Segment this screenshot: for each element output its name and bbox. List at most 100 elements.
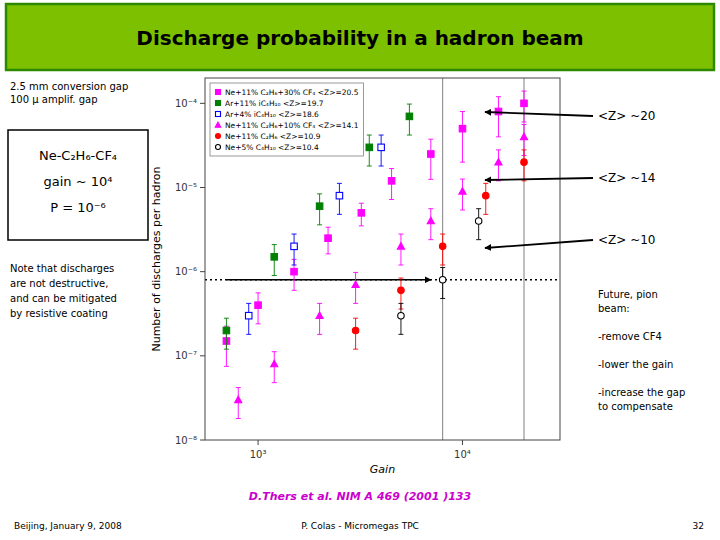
text-line: -lower the gain xyxy=(598,359,673,370)
text-line: to compensate xyxy=(598,401,673,412)
y-axis-label: Number of discharges per hadron xyxy=(150,166,163,351)
data-point xyxy=(271,360,278,367)
chart-canvas: Discharge probability in a hadron beam 2.… xyxy=(0,0,720,540)
error-bar xyxy=(359,203,364,226)
legend-label: Ar+11% iC₄H₁₀ <Z>=19.7 xyxy=(225,99,324,108)
legend-label: Ar+4% iC₄H₁₀ <Z>=18.6 xyxy=(225,110,319,119)
text-line: by resistive coating xyxy=(10,308,108,319)
error-bar xyxy=(326,227,331,254)
data-point xyxy=(291,268,298,275)
y-tick-label: 10⁻⁴ xyxy=(175,98,197,109)
error-bar xyxy=(522,150,527,181)
text-line: beam: xyxy=(598,303,630,314)
series xyxy=(223,91,527,366)
data-point xyxy=(439,277,446,284)
text-line: Note that discharges xyxy=(10,263,114,274)
data-point xyxy=(291,243,298,250)
data-point xyxy=(397,243,404,250)
data-point xyxy=(245,312,252,319)
legend-label: Ne+11% C₂H₆+10% CF₄ <Z>=14.1 xyxy=(225,121,359,130)
text-line: -remove CF4 xyxy=(598,331,662,342)
y-tick-label: 10⁻⁸ xyxy=(175,435,197,446)
data-point xyxy=(428,151,435,158)
z-annotation: <Z> ~10 xyxy=(598,233,655,247)
legend-marker xyxy=(216,101,221,106)
future-pion-text: Future, pionbeam:-remove CF4-lower the g… xyxy=(598,289,685,412)
y-tick-label: 10⁻⁵ xyxy=(175,182,197,193)
text-line: 100 µ amplif. gap xyxy=(10,94,98,105)
text-line: are not destructive, xyxy=(10,278,108,289)
data-point xyxy=(223,327,230,334)
plot-area xyxy=(205,78,560,440)
legend-marker xyxy=(216,134,221,139)
error-bar xyxy=(476,209,481,240)
error-bar xyxy=(292,234,297,265)
reference-hline xyxy=(205,279,560,281)
error-bar xyxy=(460,111,465,162)
data-point xyxy=(336,192,343,199)
text-line: -increase the gap xyxy=(598,387,685,398)
text-line: 2.5 mm conversion gap xyxy=(10,81,128,92)
legend-marker xyxy=(216,112,221,117)
x-tick xyxy=(462,440,463,445)
error-bar xyxy=(353,318,358,349)
legend: Ne+11% C₂H₆+30% CF₄ <Z>=20.5 Ar+11% iC₄H₁… xyxy=(210,83,363,156)
data-point xyxy=(358,210,365,217)
legend-marker xyxy=(216,90,221,95)
data-point xyxy=(352,281,359,288)
data-point xyxy=(325,235,332,242)
error-bar xyxy=(367,135,372,166)
data-point xyxy=(475,218,482,225)
error-bar xyxy=(317,194,322,225)
footer-center: P. Colas - Micromegas TPC xyxy=(301,521,419,531)
data-point xyxy=(398,287,405,294)
title-banner xyxy=(6,4,714,70)
series xyxy=(245,135,384,334)
data-point xyxy=(316,203,323,210)
background xyxy=(0,0,720,540)
series xyxy=(235,125,528,419)
data-point xyxy=(521,100,528,107)
data-point xyxy=(439,243,446,250)
error-bar xyxy=(483,183,488,214)
data-point xyxy=(521,159,528,166)
data-point xyxy=(255,302,262,309)
error-bar xyxy=(246,303,251,334)
error-bar xyxy=(407,104,412,135)
y-tick xyxy=(200,103,205,104)
data-point xyxy=(495,158,502,165)
data-point xyxy=(459,125,466,132)
x-tick-label: 10⁴ xyxy=(454,449,471,460)
data-point xyxy=(483,192,490,199)
y-tick-label: 10⁻⁷ xyxy=(175,350,197,361)
error-bar xyxy=(272,245,277,276)
text-line: P = 10⁻⁶ xyxy=(50,200,106,215)
legend-marker xyxy=(215,122,221,127)
error-bar xyxy=(379,135,384,166)
data-point xyxy=(352,327,359,334)
footer-right: 32 xyxy=(693,521,704,531)
reference-text: D.Thers et al. NIM A 469 (2001 )133 xyxy=(249,490,472,503)
z-annotation: <Z> ~14 xyxy=(598,171,655,185)
plot-data xyxy=(205,78,560,440)
error-bar xyxy=(496,97,501,137)
data-point xyxy=(520,133,527,140)
text-line: gain ~ 10⁴ xyxy=(44,174,113,189)
error-bar xyxy=(440,268,445,299)
plot-frame xyxy=(205,78,560,440)
left-top-text: 2.5 mm conversion gap 100 µ amplif. gap xyxy=(10,81,128,105)
footer-left: Beijing, January 9, 2008 xyxy=(14,521,122,531)
error-bar xyxy=(428,139,433,179)
error-bar xyxy=(389,169,394,200)
legend-box xyxy=(210,83,363,156)
error-bar xyxy=(522,91,527,122)
info-box xyxy=(8,130,148,240)
y-tick xyxy=(200,187,205,188)
legend-label: Ne+11% C₂H₆ <Z>=10.9 xyxy=(225,132,321,141)
y-tick xyxy=(200,440,205,441)
z-annotation: <Z> ~20 xyxy=(598,109,655,123)
title: Discharge probability in a hadron beam xyxy=(136,26,583,50)
y-tick xyxy=(200,355,205,356)
legend-marker xyxy=(216,145,221,150)
legend-label: Ne+11% C₂H₆+30% CF₄ <Z>=20.5 xyxy=(225,88,359,97)
